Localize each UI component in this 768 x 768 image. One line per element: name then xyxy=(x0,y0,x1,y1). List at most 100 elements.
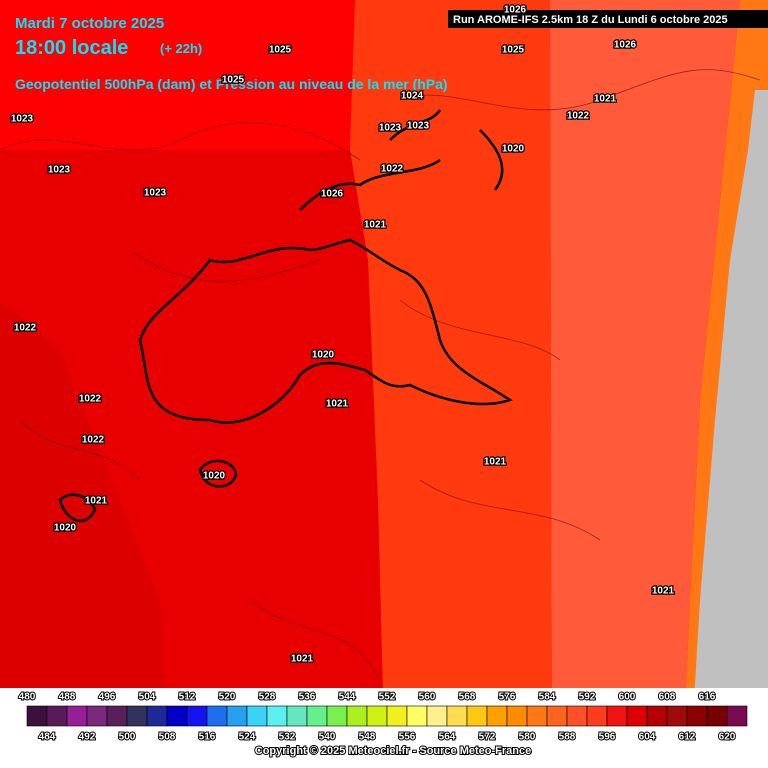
pressure-label: 1023 xyxy=(407,121,430,132)
legend-label: 496 xyxy=(99,692,116,703)
legend-swatch xyxy=(386,705,408,727)
legend-swatch xyxy=(446,705,468,727)
isobar xyxy=(299,109,504,211)
legend-swatch xyxy=(546,705,568,727)
legend-swatch xyxy=(706,705,728,727)
pressure-label: 1020 xyxy=(54,523,77,534)
pressure-label: 1023 xyxy=(144,188,167,199)
pressure-label: 1022 xyxy=(381,164,404,175)
legend-swatch xyxy=(226,705,248,727)
pressure-label: 1024 xyxy=(401,91,424,102)
legend-label: 580 xyxy=(519,732,536,743)
legend-label: 508 xyxy=(159,732,176,743)
legend-swatch xyxy=(126,705,148,727)
minor-contour xyxy=(0,69,761,681)
legend-swatch xyxy=(646,705,668,727)
pressure-label: 1021 xyxy=(652,586,675,597)
legend-label: 492 xyxy=(79,732,96,743)
pressure-label: 1020 xyxy=(502,144,525,155)
legend-swatch xyxy=(506,705,528,727)
legend-swatch xyxy=(666,705,688,727)
legend-label: 612 xyxy=(679,732,696,743)
legend-label: 520 xyxy=(219,692,236,703)
legend-swatch xyxy=(306,705,328,727)
pressure-label: 1023 xyxy=(11,114,34,125)
legend-swatch xyxy=(206,705,228,727)
forecast-time: 18:00 locale xyxy=(15,37,128,59)
pressure-label: 1021 xyxy=(484,457,507,468)
pressure-label: 1026 xyxy=(614,40,637,51)
legend-swatch xyxy=(86,705,108,727)
legend-swatch xyxy=(586,705,608,727)
legend-swatch xyxy=(606,705,628,727)
run-info: Run AROME-IFS 2.5km 18 Z du Lundi 6 octo… xyxy=(453,14,728,26)
pressure-label: 1020 xyxy=(312,350,335,361)
legend-label: 552 xyxy=(379,692,396,703)
pressure-label: 1025 xyxy=(222,75,245,86)
pressure-label: 1023 xyxy=(48,165,71,176)
legend-label: 480 xyxy=(19,692,36,703)
isobar xyxy=(138,238,513,424)
legend-swatch xyxy=(486,705,508,727)
legend-label: 528 xyxy=(259,692,276,703)
legend-swatch xyxy=(566,705,588,727)
pressure-label: 1023 xyxy=(379,123,402,134)
pressure-label: 1022 xyxy=(14,323,37,334)
pressure-label: 1021 xyxy=(364,220,387,231)
legend-label: 572 xyxy=(479,732,496,743)
legend-swatch xyxy=(286,705,308,727)
legend-swatch xyxy=(66,705,88,727)
legend-label: 568 xyxy=(459,692,476,703)
legend-label: 560 xyxy=(419,692,436,703)
legend-label: 556 xyxy=(399,732,416,743)
pressure-label: 1026 xyxy=(321,189,344,200)
legend-label: 544 xyxy=(339,692,356,703)
legend-swatch xyxy=(686,705,708,727)
legend-label: 516 xyxy=(199,732,216,743)
legend-label: 616 xyxy=(699,692,716,703)
region-geopotential xyxy=(550,0,740,768)
legend-label: 532 xyxy=(279,732,296,743)
pressure-label: 1025 xyxy=(502,45,525,56)
legend-label: 604 xyxy=(639,732,656,743)
region-geopotential xyxy=(0,300,170,768)
legend-swatch xyxy=(146,705,168,727)
legend-swatch xyxy=(366,705,388,727)
legend-swatch xyxy=(426,705,448,727)
isobar xyxy=(58,459,238,522)
pressure-label: 1026 xyxy=(504,5,527,16)
map-subtitle: Geopotentiel 500hPa (dam) et Pression au… xyxy=(15,76,448,92)
legend-panel xyxy=(0,688,768,768)
legend-label: 608 xyxy=(659,692,676,703)
legend-swatch xyxy=(266,705,288,727)
legend-label: 620 xyxy=(719,732,736,743)
pressure-label: 1022 xyxy=(79,394,102,405)
legend-swatch xyxy=(186,705,208,727)
pressure-label: 1021 xyxy=(326,399,349,410)
pressure-label: 1021 xyxy=(85,496,108,507)
legend-label: 524 xyxy=(239,732,256,743)
legend-label: 504 xyxy=(139,692,156,703)
run-box xyxy=(448,10,768,28)
legend-label: 540 xyxy=(319,732,336,743)
legend-label: 500 xyxy=(119,732,136,743)
legend-label: 488 xyxy=(59,692,76,703)
legend-swatch xyxy=(466,705,488,727)
legend-label: 596 xyxy=(599,732,616,743)
legend-label: 512 xyxy=(179,692,196,703)
legend-swatch xyxy=(626,705,648,727)
legend-swatch xyxy=(726,705,748,727)
legend-label: 484 xyxy=(39,732,56,743)
copyright: Copyright © 2025 Meteociel.fr - Source M… xyxy=(255,745,531,757)
legend-label: 548 xyxy=(359,732,376,743)
legend-swatch xyxy=(326,705,348,727)
region-outside xyxy=(690,90,768,768)
pressure-label: 1022 xyxy=(567,111,590,122)
legend-swatch xyxy=(526,705,548,727)
region-geopotential xyxy=(0,0,360,150)
legend-label: 592 xyxy=(579,692,596,703)
legend-swatch xyxy=(346,705,368,727)
pressure-label: 1021 xyxy=(291,654,314,665)
pressure-label: 1022 xyxy=(82,435,105,446)
